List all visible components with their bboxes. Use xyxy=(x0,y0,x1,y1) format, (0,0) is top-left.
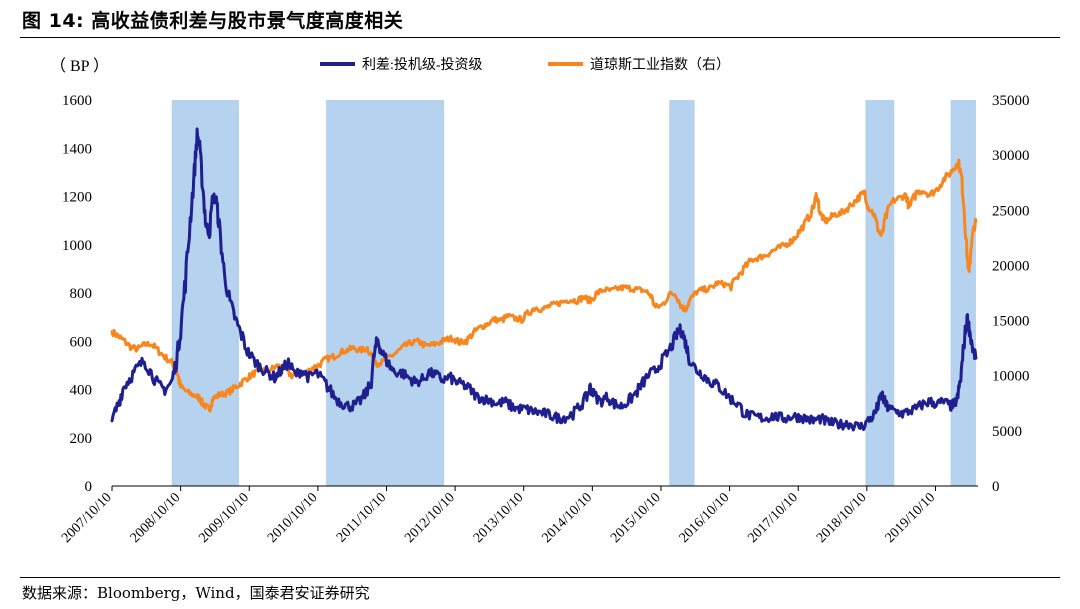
x-tick-label: 2015/10/10 xyxy=(608,490,664,546)
shaded-period-4 xyxy=(865,100,895,486)
left-tick-label: 1400 xyxy=(62,141,92,157)
bottom-divider xyxy=(20,577,1060,578)
series-line-spread xyxy=(110,127,978,432)
x-tick-label: 2016/10/10 xyxy=(677,490,733,546)
legend: 利差:投机级-投资级 道琼斯工业指数（右） xyxy=(320,57,730,73)
right-tick-label: 0 xyxy=(992,479,1000,495)
left-axis-unit: （ BP ） xyxy=(50,57,109,75)
top-divider xyxy=(20,37,1060,38)
right-tick-label: 20000 xyxy=(992,258,1030,274)
x-tick-label: 2017/10/10 xyxy=(745,490,801,546)
right-tick-label: 25000 xyxy=(992,203,1030,219)
shaded-period-2 xyxy=(326,100,445,486)
left-tick-label: 1600 xyxy=(62,93,92,109)
x-tick-label: 2011/10/10 xyxy=(334,490,389,545)
left-tick-label: 200 xyxy=(70,431,93,447)
series-lines xyxy=(110,127,978,432)
shaded-period-3 xyxy=(669,100,695,486)
figure-title: 图 14: 高收益债利差与股市景气度高度相关 xyxy=(22,10,404,32)
right-tick-label: 35000 xyxy=(992,93,1030,109)
right-tick-label: 10000 xyxy=(992,369,1030,385)
x-tick-label: 2013/10/10 xyxy=(471,490,527,546)
left-tick-label: 1000 xyxy=(62,238,92,254)
series-line-djia xyxy=(110,158,978,413)
legend-label-djia: 道琼斯工业指数（右） xyxy=(590,57,730,73)
x-tick-label: 2008/10/10 xyxy=(128,490,184,546)
left-tick-label: 0 xyxy=(85,479,93,495)
x-tick-label: 2007/10/10 xyxy=(59,490,115,546)
left-tick-label: 600 xyxy=(70,334,93,350)
left-tick-label: 1200 xyxy=(62,190,92,206)
x-tick-label: 2019/10/10 xyxy=(883,490,939,546)
x-tick-label: 2010/10/10 xyxy=(265,490,321,546)
right-tick-label: 30000 xyxy=(992,148,1030,164)
left-tick-label: 400 xyxy=(70,383,93,399)
right-tick-label: 5000 xyxy=(992,424,1022,440)
x-tick-label: 2012/10/10 xyxy=(402,490,458,546)
x-tick-label: 2018/10/10 xyxy=(814,490,870,546)
shaded-period-5 xyxy=(950,100,976,486)
left-tick-label: 800 xyxy=(70,286,93,302)
x-tick-label: 2009/10/10 xyxy=(196,490,252,546)
x-tick-label: 2014/10/10 xyxy=(539,490,595,546)
source-note: 数据来源：Bloomberg，Wind，国泰君安证券研究 xyxy=(22,584,370,602)
legend-label-spread: 利差:投机级-投资级 xyxy=(362,57,483,73)
right-tick-label: 15000 xyxy=(992,314,1030,330)
